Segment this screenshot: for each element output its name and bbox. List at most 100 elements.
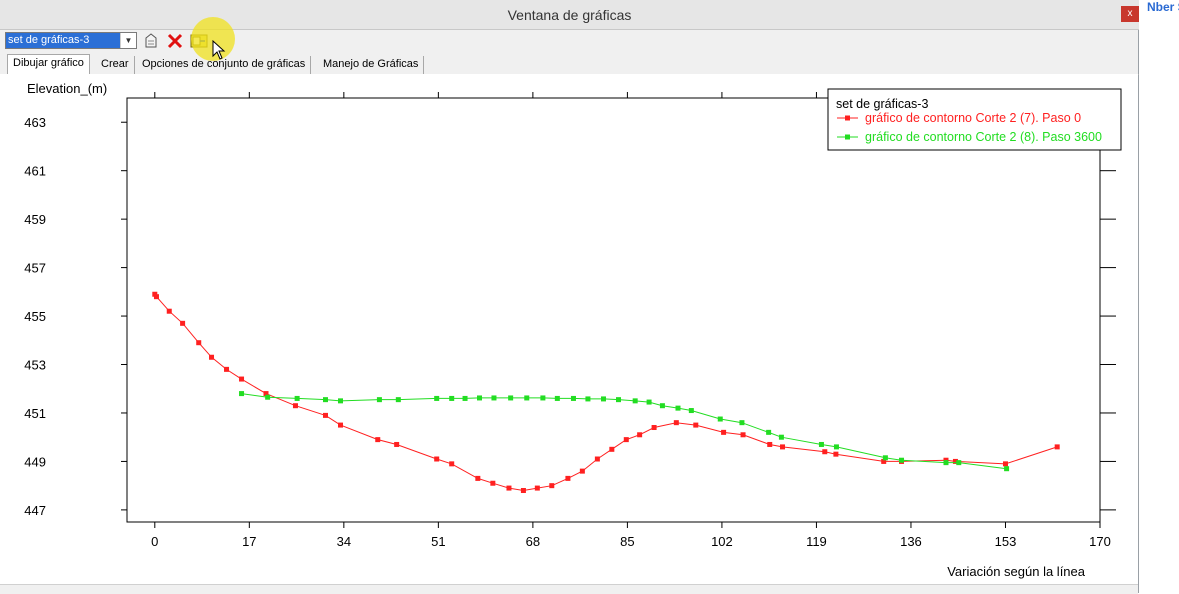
- elevation-chart[interactable]: Elevation_(m) Variación según la línea 0…: [0, 74, 1138, 584]
- data-point-red: [224, 366, 230, 372]
- data-point-green: [717, 416, 723, 422]
- window-title: Ventana de gráficas: [507, 7, 632, 23]
- background-label: Nber S: [1147, 0, 1179, 14]
- x-tick-label: 136: [900, 534, 922, 549]
- tab-bar: Dibujar gráfico Crear Opciones de conjun…: [0, 54, 1139, 75]
- data-point-green: [688, 408, 694, 414]
- data-point-red: [322, 412, 328, 418]
- data-point-red: [180, 320, 186, 326]
- y-tick-label: 457: [24, 261, 46, 276]
- data-point-green: [882, 455, 888, 461]
- data-point-red: [952, 458, 958, 464]
- data-point-green: [600, 396, 606, 402]
- legend-marker-green: [845, 134, 850, 140]
- data-point-red: [623, 437, 629, 443]
- y-tick-label: 453: [24, 358, 46, 373]
- data-point-red: [594, 456, 600, 462]
- tab-opciones-conjunto[interactable]: Opciones de conjunto de gráficas: [137, 56, 312, 74]
- data-point-green: [508, 395, 514, 401]
- new-plot-button[interactable]: [141, 31, 161, 51]
- data-point-green: [524, 395, 530, 401]
- tab-crear[interactable]: Crear: [96, 56, 135, 74]
- data-point-red: [434, 456, 440, 462]
- data-point-green: [294, 395, 300, 401]
- data-point-green: [646, 399, 652, 405]
- y-axis-label: Elevation_(m): [27, 81, 107, 96]
- data-point-red: [449, 461, 455, 467]
- data-point-green: [395, 397, 401, 403]
- data-point-green: [491, 395, 497, 401]
- data-point-red: [822, 449, 828, 455]
- y-tick-label: 459: [24, 212, 46, 227]
- tab-dibujar-grafico[interactable]: Dibujar gráfico: [7, 54, 90, 75]
- data-point-red: [490, 480, 496, 486]
- data-point-red: [549, 483, 555, 489]
- close-button[interactable]: x: [1121, 6, 1139, 22]
- data-point-green: [540, 395, 546, 401]
- data-point-red: [740, 432, 746, 438]
- delete-icon: [167, 33, 183, 49]
- legend-item-green: gráfico de contorno Corte 2 (8). Paso 36…: [865, 130, 1102, 144]
- data-point-green: [675, 405, 681, 411]
- data-point-red: [338, 422, 344, 428]
- data-point-green: [778, 434, 784, 440]
- data-point-red: [579, 468, 585, 474]
- delete-button[interactable]: [165, 31, 185, 51]
- data-point-red: [209, 354, 215, 360]
- plot-area[interactable]: Elevation_(m) Variación según la línea 0…: [0, 74, 1138, 584]
- x-tick-label: 17: [242, 534, 256, 549]
- data-point-red: [292, 403, 298, 409]
- data-point-red: [565, 475, 571, 481]
- data-point-red: [506, 485, 512, 491]
- data-point-green: [554, 395, 560, 401]
- plot-frame: [126, 97, 1101, 523]
- data-point-green: [462, 395, 468, 401]
- data-point-red: [881, 458, 887, 464]
- data-point-green: [739, 420, 745, 426]
- legend-item-red: gráfico de contorno Corte 2 (7). Paso 0: [865, 111, 1081, 125]
- data-point-red: [833, 451, 839, 457]
- x-tick-label: 153: [995, 534, 1017, 549]
- data-point-red: [651, 425, 657, 431]
- data-point-red: [153, 294, 159, 300]
- data-point-green: [477, 395, 483, 401]
- x-axis-label: Variación según la línea: [947, 564, 1086, 579]
- graph-window: Ventana de gráficas x set de gráficas-3 …: [0, 0, 1139, 594]
- mouse-cursor-icon: [212, 40, 226, 60]
- data-point-green: [659, 403, 665, 409]
- chevron-down-icon[interactable]: ▼: [120, 33, 136, 48]
- data-point-red: [239, 376, 245, 382]
- status-strip: [0, 584, 1138, 594]
- data-point-green: [434, 395, 440, 401]
- x-tick-label: 0: [151, 534, 158, 549]
- data-point-green: [239, 391, 245, 397]
- data-point-red: [780, 444, 786, 450]
- data-point-green: [585, 396, 591, 402]
- data-point-red: [196, 340, 202, 346]
- data-point-green: [376, 397, 382, 403]
- y-tick-label: 455: [24, 309, 46, 324]
- y-tick-label: 449: [24, 454, 46, 469]
- y-tick-label: 461: [24, 164, 46, 179]
- data-point-green: [322, 397, 328, 403]
- x-tick-label: 119: [806, 534, 827, 549]
- data-point-red: [534, 485, 540, 491]
- data-point-red: [721, 429, 727, 435]
- data-point-green: [818, 441, 824, 447]
- data-point-green: [338, 398, 344, 404]
- x-tick-label: 170: [1089, 534, 1111, 549]
- tab-manejo-graficas[interactable]: Manejo de Gráficas: [318, 56, 425, 74]
- data-point-red: [673, 420, 679, 426]
- toolbar: set de gráficas-3 ▼: [0, 30, 1139, 53]
- data-point-green: [943, 460, 949, 466]
- x-tick-label: 85: [620, 534, 634, 549]
- y-tick-label: 451: [24, 406, 46, 421]
- data-point-green: [899, 457, 905, 463]
- graph-set-dropdown[interactable]: set de gráficas-3 ▼: [5, 32, 137, 49]
- data-point-green: [632, 398, 638, 404]
- title-bar[interactable]: Ventana de gráficas x: [0, 0, 1139, 30]
- data-point-red: [637, 432, 643, 438]
- data-point-green: [833, 444, 839, 450]
- data-point-green: [570, 395, 576, 401]
- data-point-red: [394, 441, 400, 447]
